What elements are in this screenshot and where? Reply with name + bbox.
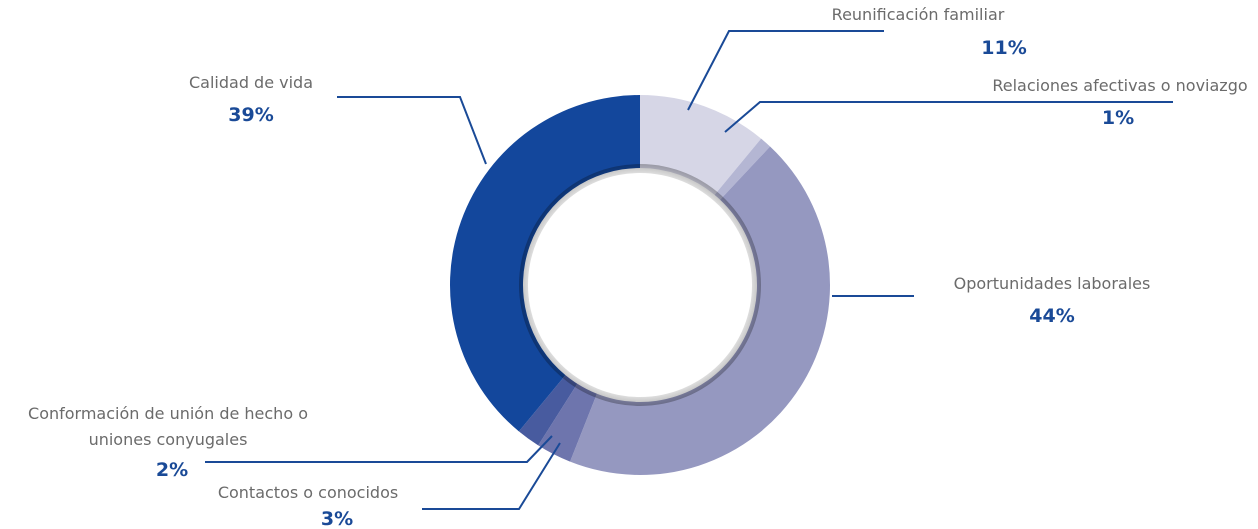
leader-lines-group bbox=[205, 30, 1173, 510]
donut-hole bbox=[528, 173, 752, 397]
label-oportunidades-laborales: Oportunidades laborales bbox=[954, 274, 1151, 293]
slice-oportunidades-laborales bbox=[570, 146, 831, 476]
slice-calidad-de-vida bbox=[450, 95, 640, 432]
value-conformacion-de-union-de-hecho-o-uniones-conyugales: 2% bbox=[156, 459, 188, 481]
leader-line-relaciones-afectivas-o-noviazgo bbox=[724, 101, 1173, 133]
leader-line-calidad-de-vida bbox=[337, 96, 487, 165]
value-relaciones-afectivas-o-noviazgo: 1% bbox=[1102, 107, 1134, 129]
label-calidad-de-vida: Calidad de vida bbox=[189, 73, 313, 92]
label-contactos-o-conocidos: Contactos o conocidos bbox=[218, 483, 398, 502]
value-calidad-de-vida: 39% bbox=[228, 104, 273, 126]
label-reunificacion-familiar: Reunificación familiar bbox=[832, 5, 1005, 24]
slice-contactos-o-conocidos bbox=[538, 383, 597, 462]
leader-line-contactos-o-conocidos bbox=[422, 442, 561, 510]
leader-line-reunificacion-familiar bbox=[687, 30, 884, 111]
slice-relaciones-afectivas-o-noviazgo bbox=[714, 138, 771, 200]
slice-conformacion-de-union-de-hecho-o-uniones-conyugales bbox=[518, 375, 578, 446]
value-reunificacion-familiar: 11% bbox=[981, 37, 1026, 59]
value-oportunidades-laborales: 44% bbox=[1029, 305, 1074, 327]
label-relaciones-afectivas-o-noviazgo: Relaciones afectivas o noviazgo bbox=[992, 76, 1247, 95]
labels-group: Reunificación familiar 11% Relaciones afec… bbox=[28, 5, 1248, 529]
label-conformacion-de-union-de-hecho-o-uniones-conyugales: Conformación de unión de hecho o uniones … bbox=[28, 404, 308, 449]
value-contactos-o-conocidos: 3% bbox=[321, 508, 353, 529]
leader-line-conformacion-de-union-de-hecho-o-uniones-conyugales bbox=[205, 435, 553, 463]
